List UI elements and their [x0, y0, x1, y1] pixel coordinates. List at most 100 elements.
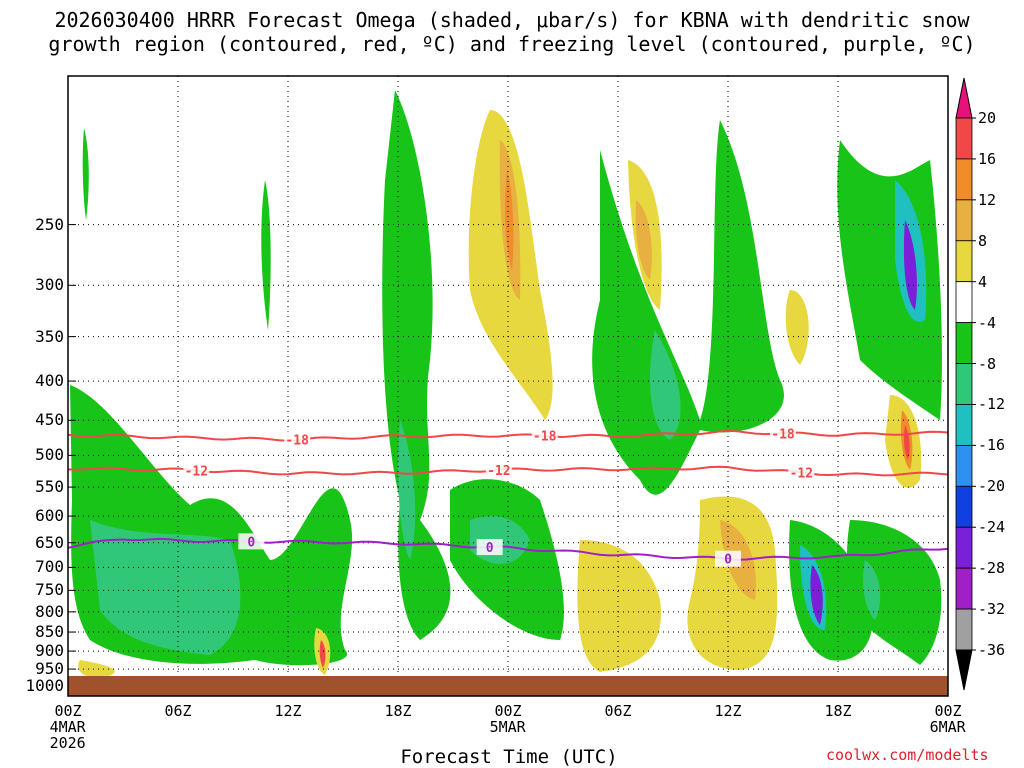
x-tick-label: 12Z — [714, 702, 742, 720]
y-tick-label: 700 — [35, 557, 64, 577]
credit-link[interactable]: coolwx.com/modelts — [826, 746, 989, 764]
colorbar-label: -32 — [978, 600, 1006, 619]
contour-label-bg — [715, 550, 741, 567]
colorbar-label: -36 — [978, 641, 1006, 659]
omega-shading — [70, 90, 942, 678]
y-tick-label: 300 — [35, 275, 64, 295]
colorbar-swatch — [955, 444, 973, 487]
contour-label-bg — [284, 431, 311, 448]
y-tick-label: 850 — [35, 622, 64, 642]
contour-label: 0 — [724, 553, 732, 568]
colorbar-cap-bottom — [955, 649, 973, 691]
x-tick-sublabel: 2026 — [49, 734, 86, 752]
y-tick-label: 600 — [35, 506, 64, 526]
colorbar-swatch — [955, 404, 973, 446]
colorbar-label: -8 — [978, 354, 997, 373]
omega-area — [261, 180, 271, 330]
x-tick-label: 18Z — [824, 702, 852, 720]
omega-area — [82, 128, 89, 220]
colorbar-label: 16 — [978, 149, 997, 168]
colorbar-label: -28 — [978, 559, 1006, 578]
contour-label: 0 — [486, 541, 494, 556]
x-tick-label: 12Z — [274, 702, 302, 720]
colorbar-swatch — [955, 240, 973, 283]
grid — [67, 76, 949, 696]
y-tick-label: 1000 — [25, 676, 64, 696]
x-tick-sublabel: 4MAR — [49, 718, 86, 736]
y-tick-label: 500 — [35, 445, 64, 465]
y-tick-label: 900 — [35, 641, 64, 661]
x-tick-label: 06Z — [604, 702, 632, 720]
contour-label: -12 — [487, 464, 510, 479]
contour-line — [68, 429, 948, 442]
contour-label-bg — [238, 533, 265, 550]
contour-label-bg — [531, 427, 558, 444]
colorbar-label: 12 — [978, 190, 997, 209]
y-tick-label: 400 — [35, 371, 64, 391]
contour-label: -12 — [185, 464, 208, 479]
x-tick-label: 06Z — [164, 702, 192, 720]
contour-label: -12 — [790, 466, 813, 481]
colorbar-label: -12 — [978, 395, 1006, 414]
omega-area — [687, 496, 778, 670]
temperature-contours: -18 -18 -18 -12 -12 -12 0 0 0 — [68, 425, 948, 568]
contour-label-bg — [183, 462, 210, 479]
y-tick-label: 450 — [35, 410, 64, 430]
y-tick-label: 650 — [35, 532, 64, 552]
colorbar-swatch — [955, 485, 973, 528]
y-tick-label: 550 — [35, 477, 64, 497]
omega-area — [650, 330, 681, 440]
omega-area — [847, 520, 942, 665]
chart-title-line1: 2026030400 HRRR Forecast Omega (shaded, … — [54, 8, 970, 32]
colorbar-label: -20 — [978, 477, 1006, 496]
contour-label-bg — [788, 464, 815, 481]
colorbar-label: -16 — [978, 436, 1006, 455]
omega-area — [577, 540, 661, 672]
omega-area — [863, 560, 881, 620]
contour-label: -18 — [285, 433, 309, 448]
colorbar-swatch — [955, 281, 973, 324]
x-tick-label: 18Z — [384, 702, 412, 720]
colorbar — [955, 77, 976, 691]
colorbar-label: -24 — [978, 518, 1006, 537]
colorbar-swatch — [955, 363, 973, 405]
omega-area — [319, 640, 326, 668]
contour-label: -18 — [533, 430, 557, 445]
x-tick-label: 00Z — [54, 702, 82, 720]
contour-label: -18 — [771, 427, 795, 442]
omega-area — [398, 420, 416, 560]
omega-area — [382, 90, 451, 640]
contour-label: 0 — [247, 535, 255, 550]
x-tick-sublabel: 6MAR — [929, 718, 966, 736]
omega-area — [903, 220, 917, 310]
omega-area — [78, 660, 115, 678]
y-tick-label: 750 — [35, 580, 64, 600]
y-tick-label: 800 — [35, 601, 64, 621]
y-tick-label: 350 — [35, 326, 64, 346]
colorbar-swatch — [955, 608, 973, 651]
omega-area — [504, 170, 514, 270]
colorbar-swatch — [955, 117, 973, 160]
contour-label-bg — [770, 425, 796, 442]
omega-area — [635, 200, 652, 280]
omega-area — [592, 120, 784, 495]
contour-line — [68, 537, 948, 561]
omega-area — [90, 520, 241, 655]
chart-title-line2: growth region (contoured, red, ºC) and f… — [48, 32, 976, 56]
colorbar-cap-top — [955, 77, 973, 119]
colorbar-label: 4 — [978, 272, 988, 291]
x-tick-label: 00Z — [934, 702, 962, 720]
colorbar-swatch — [955, 567, 973, 610]
ground-band — [68, 676, 948, 696]
plot-frame — [67, 75, 949, 697]
omega-area — [810, 565, 823, 625]
colorbar-swatch — [955, 158, 973, 201]
x-tick-label: 00Z — [494, 702, 522, 720]
contour-label-bg — [476, 539, 503, 556]
contour-label-bg — [485, 461, 512, 478]
colorbar-swatch — [955, 199, 973, 242]
x-axis-title: Forecast Time (UTC) — [400, 746, 618, 768]
y-tick-label: 950 — [35, 659, 64, 679]
x-tick-sublabel: 5MAR — [489, 718, 526, 736]
